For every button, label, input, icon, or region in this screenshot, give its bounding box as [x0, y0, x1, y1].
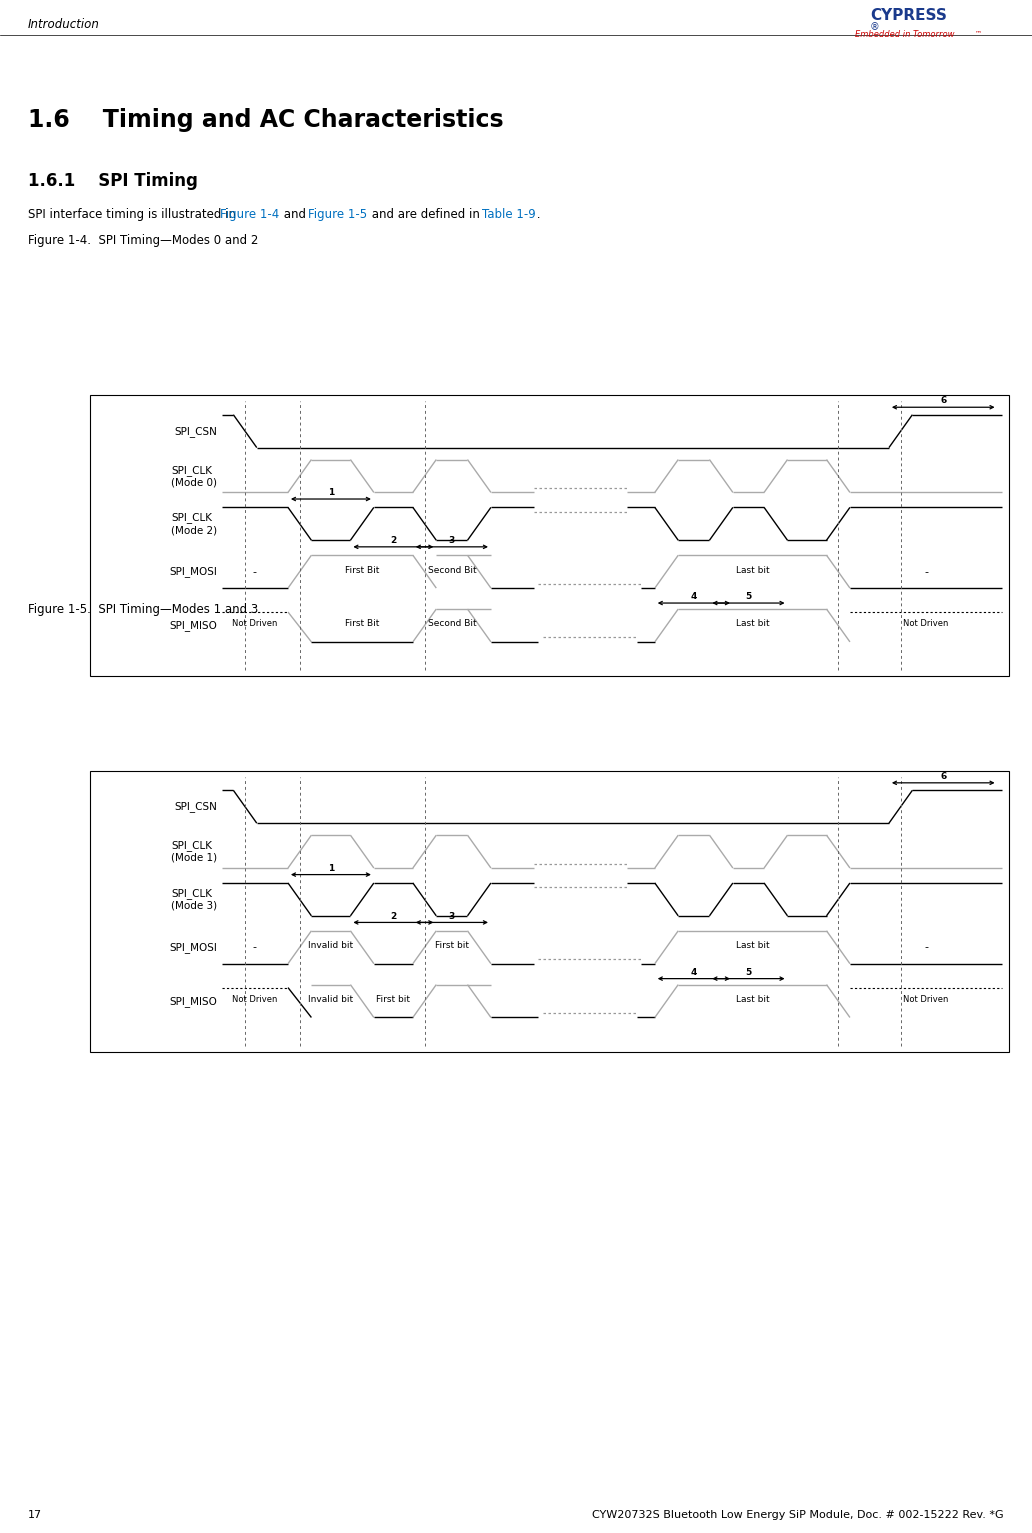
Text: SPI_CSN: SPI_CSN	[174, 802, 217, 812]
Text: Figure 1-4: Figure 1-4	[220, 208, 280, 221]
Text: 5: 5	[745, 592, 751, 601]
Text: First bit: First bit	[377, 995, 411, 1004]
Text: ™: ™	[975, 31, 982, 35]
Text: First bit: First bit	[434, 941, 469, 950]
Text: SPI_CLK
(Mode 0): SPI_CLK (Mode 0)	[171, 464, 217, 487]
Text: CYW20732S Bluetooth Low Energy SiP Module, Doc. # 002-15222 Rev. *G: CYW20732S Bluetooth Low Energy SiP Modul…	[592, 1510, 1004, 1521]
Text: SPI_MOSI: SPI_MOSI	[169, 941, 217, 952]
Text: 3: 3	[449, 912, 455, 921]
Text: Not Driven: Not Driven	[903, 995, 948, 1004]
Text: SPI_CLK
(Mode 2): SPI_CLK (Mode 2)	[171, 512, 217, 535]
Text: SPI interface timing is illustrated in: SPI interface timing is illustrated in	[28, 208, 239, 221]
Text: 3: 3	[449, 537, 455, 546]
Text: First Bit: First Bit	[345, 566, 380, 575]
Text: SPI_CSN: SPI_CSN	[174, 426, 217, 437]
Text: SPI_MISO: SPI_MISO	[169, 619, 217, 632]
Text: -: -	[924, 567, 928, 576]
Text: Not Driven: Not Driven	[903, 619, 948, 629]
Text: Invalid bit: Invalid bit	[309, 941, 354, 950]
Text: CYPRESS: CYPRESS	[870, 8, 947, 23]
Text: -: -	[253, 567, 257, 576]
Text: 1: 1	[328, 487, 334, 497]
Text: Second Bit: Second Bit	[427, 566, 476, 575]
Text: Not Driven: Not Driven	[232, 995, 278, 1004]
Text: Figure 1-5.  SPI Timing—Modes 1 and 3: Figure 1-5. SPI Timing—Modes 1 and 3	[28, 602, 258, 616]
Text: 1.6    Timing and AC Characteristics: 1.6 Timing and AC Characteristics	[28, 107, 504, 132]
Text: 1: 1	[328, 863, 334, 872]
Text: SPI_MOSI: SPI_MOSI	[169, 566, 217, 576]
FancyBboxPatch shape	[91, 396, 1008, 676]
Text: ®: ®	[870, 21, 879, 32]
Text: and are defined in: and are defined in	[368, 208, 484, 221]
Text: Embedded in Tomorrow: Embedded in Tomorrow	[854, 31, 955, 38]
Text: Invalid bit: Invalid bit	[309, 995, 354, 1004]
Text: Table 1-9: Table 1-9	[482, 208, 536, 221]
Text: Last bit: Last bit	[736, 941, 769, 950]
Text: and: and	[280, 208, 310, 221]
Text: Introduction: Introduction	[28, 18, 100, 31]
Text: First Bit: First Bit	[345, 619, 380, 629]
Text: 4: 4	[690, 967, 697, 977]
Text: Last bit: Last bit	[736, 566, 769, 575]
Text: 17: 17	[28, 1510, 42, 1521]
Text: SPI_CLK
(Mode 3): SPI_CLK (Mode 3)	[171, 888, 217, 911]
Text: 4: 4	[690, 592, 697, 601]
Text: 6: 6	[940, 397, 946, 405]
Text: 1.6.1    SPI Timing: 1.6.1 SPI Timing	[28, 172, 198, 190]
Text: 5: 5	[745, 967, 751, 977]
Text: Figure 1-4.  SPI Timing—Modes 0 and 2: Figure 1-4. SPI Timing—Modes 0 and 2	[28, 235, 258, 247]
Text: Last bit: Last bit	[736, 619, 769, 629]
Text: SPI_CLK
(Mode 1): SPI_CLK (Mode 1)	[171, 840, 217, 863]
FancyBboxPatch shape	[91, 771, 1008, 1052]
Text: SPI_MISO: SPI_MISO	[169, 995, 217, 1007]
Text: Second Bit: Second Bit	[427, 619, 476, 629]
Text: Not Driven: Not Driven	[232, 619, 278, 629]
Text: Last bit: Last bit	[736, 995, 769, 1004]
Text: -: -	[253, 943, 257, 952]
Text: Figure 1-5: Figure 1-5	[308, 208, 367, 221]
Text: -: -	[924, 943, 928, 952]
Text: 6: 6	[940, 773, 946, 780]
Text: 2: 2	[390, 537, 396, 546]
Text: 2: 2	[390, 912, 396, 921]
Text: .: .	[533, 208, 541, 221]
